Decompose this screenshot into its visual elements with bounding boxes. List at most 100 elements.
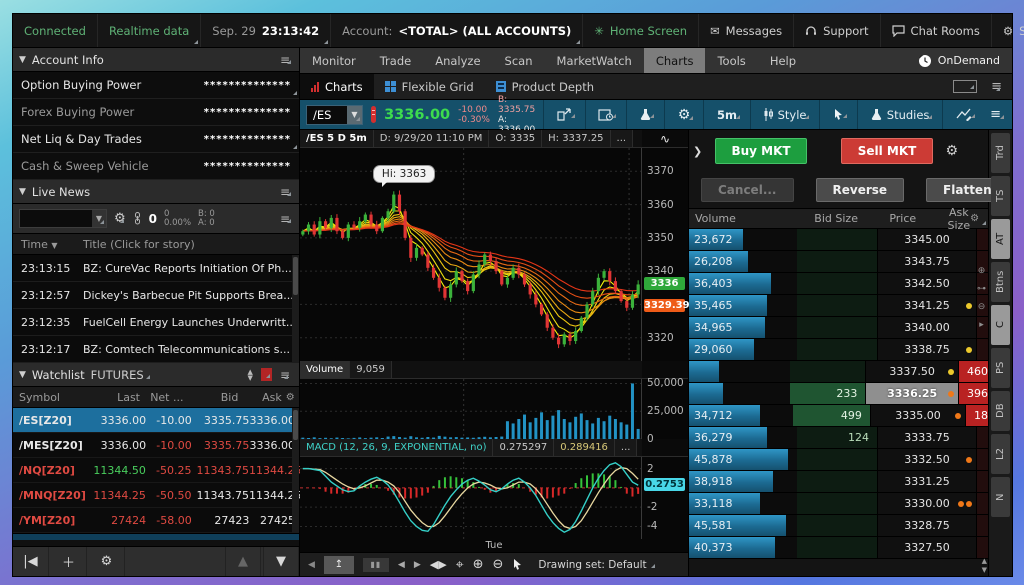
expand-horizontal-icon[interactable]: ◀▶ [429, 558, 447, 571]
news-col-time[interactable]: Time ▼ [13, 238, 83, 251]
ladder-price-cell[interactable]: 3343.75 [877, 251, 977, 272]
watchlist-row[interactable]: /ES[Z20] 3336.00 -10.00 3335.75 3336.00 [13, 408, 299, 433]
ladder-price-cell[interactable]: 3335.00 [869, 405, 967, 426]
ladder-row[interactable]: 45,878 3332.50 [689, 449, 988, 471]
support-button[interactable]: Support [794, 14, 881, 47]
ladder-bid-cell[interactable] [797, 295, 877, 316]
connection-status[interactable]: Connected [13, 14, 98, 47]
side-tab-ts[interactable]: TS [991, 176, 1010, 216]
subtab-product-depth[interactable]: Product Depth [485, 74, 605, 99]
zoom-in-icon[interactable]: ⊕ [472, 557, 484, 572]
zoom-out-icon[interactable]: ⊖ [492, 557, 504, 572]
macd-pane[interactable]: 2 -2 -4 0.2753 [300, 457, 688, 539]
wl-col-net[interactable]: Net ... [150, 390, 184, 404]
ladder-ask-cell[interactable] [977, 537, 988, 558]
ladder-row[interactable]: 233 3336.25 396 [689, 383, 988, 405]
chart-title[interactable]: /ES 5 D 5m [300, 130, 374, 147]
news-title[interactable]: FuelCell Energy Launches Underwritt... [83, 315, 297, 329]
ladder-price-cell[interactable]: 3345.00 [877, 229, 977, 250]
ladder-center-icon[interactable]: ⊶ [977, 284, 986, 294]
wl-col-bid[interactable]: Bid [220, 390, 239, 404]
account-row[interactable]: Net Liq & Day Trades ************** [13, 126, 299, 153]
clock[interactable]: Sep. 29 23:13:42 [201, 14, 332, 47]
news-settings-menu-icon[interactable]: ≡ [280, 212, 293, 226]
tab-scan[interactable]: Scan [504, 53, 533, 68]
ladder-ask-cell[interactable]: 396 [959, 383, 988, 404]
live-news-header[interactable]: ▼ Live News ≡ [13, 180, 299, 204]
ladder-bid-cell[interactable] [797, 449, 877, 470]
scroll-up-button[interactable]: ▲ [225, 547, 261, 576]
sell-mkt-button[interactable]: Sell MKT [841, 138, 933, 164]
link-icon[interactable] [133, 212, 142, 225]
watchlist-gear-icon[interactable]: ⚙ [285, 391, 295, 403]
news-quantity[interactable]: 0 [148, 211, 158, 226]
ladder-bid-cell[interactable] [797, 515, 877, 536]
drawing-set-selector[interactable]: Drawing set: Default [538, 559, 656, 571]
ladder-row[interactable]: 36,403 3342.50 [689, 273, 988, 295]
news-row[interactable]: 23:12:57 Dickey's Barbecue Pit Supports B… [13, 282, 299, 309]
ladder-price-cell[interactable]: 3337.50 [865, 361, 959, 382]
ladder-bid-cell[interactable] [797, 537, 877, 558]
ondemand-button[interactable]: OnDemand [906, 48, 1012, 73]
ladder-price-cell[interactable]: 3328.75 [877, 515, 977, 536]
side-tab-at[interactable]: AT [991, 219, 1010, 259]
macd-axis[interactable]: 2 -2 -4 0.2753 [642, 457, 688, 539]
ladder-row[interactable]: 34,965 3340.00 [689, 317, 988, 339]
ladder-col-bid-size[interactable]: Bid Size [814, 212, 858, 225]
drawings-icon[interactable] [951, 108, 977, 121]
ladder-row[interactable]: 23,672 3345.00 [689, 229, 988, 251]
ladder-bid-cell[interactable] [797, 493, 877, 514]
ladder-bid-cell[interactable] [797, 273, 877, 294]
tab-analyze[interactable]: Analyze [435, 53, 481, 68]
home-screen-button[interactable]: ✳ Home Screen [583, 14, 700, 47]
ladder-row[interactable]: 29,060 3338.75 [689, 339, 988, 361]
detach-window-icon[interactable] [953, 80, 978, 93]
pointer-icon[interactable] [512, 558, 523, 571]
studies-button[interactable]: Studies [866, 108, 935, 122]
ladder-ask-cell[interactable] [977, 339, 988, 360]
ladder-scroll-buttons[interactable]: ▲ ▼ [981, 557, 987, 574]
ladder-ask-cell[interactable] [977, 471, 988, 492]
patterns-flask-icon[interactable] [635, 108, 656, 121]
tab-help[interactable]: Help [769, 53, 797, 68]
tab-monitor[interactable]: Monitor [312, 53, 356, 68]
ladder-bid-cell[interactable] [797, 229, 877, 250]
news-gear-icon[interactable]: ⚙ [114, 211, 126, 226]
ladder-ask-cell[interactable] [977, 251, 988, 272]
ladder-gear-icon[interactable]: ⚙ [970, 213, 988, 224]
ladder-ask-cell[interactable] [977, 449, 988, 470]
ladder-row[interactable]: 38,918 3331.25 [689, 471, 988, 493]
volume-plot[interactable] [300, 379, 642, 439]
realtime-data-toggle[interactable]: Realtime data [98, 14, 202, 47]
chat-rooms-button[interactable]: Chat Rooms [881, 14, 992, 47]
buy-mkt-button[interactable]: Buy MKT [715, 138, 807, 164]
ladder-bid-cell[interactable]: 124 [797, 427, 877, 448]
ladder-row[interactable]: 40,373 3327.50 [689, 537, 988, 559]
ladder-price-cell[interactable]: 3331.25 [877, 471, 977, 492]
tab-trade[interactable]: Trade [379, 53, 412, 68]
volume-label[interactable]: Volume [300, 361, 351, 378]
snap-to-front-button[interactable]: ↥ [323, 555, 354, 574]
price-plot[interactable]: Hi: 3363 [300, 148, 642, 361]
macd-header-more[interactable]: ... [614, 439, 638, 456]
macd-label[interactable]: MACD (12, 26, 9, EXPONENTIAL, no) [300, 439, 494, 456]
watchlist-row[interactable]: /YM[Z20] 27424 -58.00 27423 27425 [13, 508, 299, 533]
ladder-price-cell[interactable]: 3332.50 [877, 449, 977, 470]
ladder-price-cell[interactable]: 3342.50 [877, 273, 977, 294]
setup-button[interactable]: ⚙ Setup [992, 14, 1024, 47]
news-col-title[interactable]: Title (Click for story) [83, 237, 195, 251]
ladder-bid-cell[interactable]: 233 [790, 383, 866, 404]
subtab-flexible-grid[interactable]: Flexible Grid [374, 74, 485, 99]
ladder-ask-cell[interactable]: 18 [966, 405, 988, 426]
news-title[interactable]: BZ: Comtech Telecommunications s... [83, 342, 290, 356]
price-axis[interactable]: 33703360335033403330332033363329.39 [642, 148, 690, 361]
ladder-bid-cell[interactable] [797, 251, 877, 272]
ladder-bid-cell[interactable] [797, 471, 877, 492]
news-title[interactable]: BZ: CureVac Reports Initiation Of Ph... [83, 261, 292, 275]
watchlist-header[interactable]: ▼ Watchlist FUTURES ▲ ▼ ≡ [13, 363, 299, 387]
scroll-down-button[interactable]: ▼ [263, 547, 299, 576]
pause-button[interactable]: ▮▮ [362, 557, 389, 572]
ladder-ask-cell[interactable]: 460 [959, 361, 988, 382]
pan-left-icon[interactable]: ◀ [308, 559, 315, 570]
wl-col-ask[interactable]: Ask [262, 390, 282, 404]
